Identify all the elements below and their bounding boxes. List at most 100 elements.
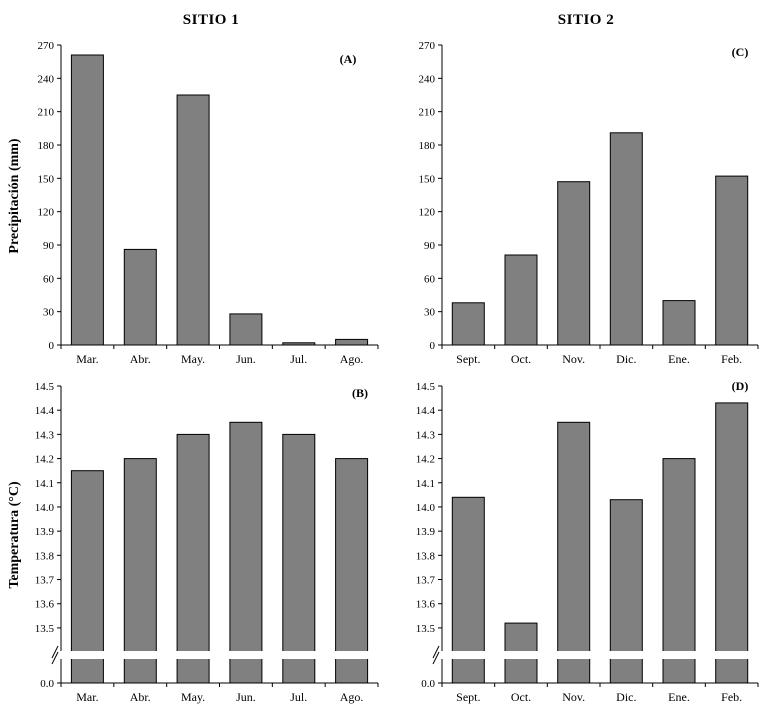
x-tick-label-d-3: Dic.: [616, 690, 636, 704]
x-tick-label-a-1: Abr.: [130, 352, 151, 366]
y-tick-label-a: 270: [38, 40, 55, 52]
y-tick-label-a: 0: [49, 340, 55, 352]
y-tick-label-b: 13.7: [35, 575, 55, 587]
bar-a-3: [229, 313, 263, 346]
y-tick-label-c: 0: [430, 340, 436, 352]
y-tick-label-d: 14.1: [416, 478, 435, 490]
x-tick-label-a-4: Jul.: [290, 352, 307, 366]
y-tick-label-d: 13.5: [416, 623, 436, 635]
y-tick-label-d: 13.8: [416, 550, 436, 562]
axis-break-band-b: [51, 651, 383, 659]
bar-b-3: [229, 421, 263, 684]
site1-title: SITIO 1: [182, 12, 240, 28]
bar-c-4: [662, 300, 696, 346]
bar-d-5: [715, 402, 749, 684]
y-tick-label-c: 270: [419, 40, 436, 52]
bar-c-5: [715, 175, 749, 346]
y-tick-label-d: 13.9: [416, 526, 436, 538]
y-tick-label-c: 30: [424, 307, 436, 319]
y-tick-label-a: 90: [43, 240, 55, 252]
x-tick-label-a-0: Mar.: [76, 352, 98, 366]
panel-label-d: (D): [732, 379, 749, 393]
site2-title: SITIO 2: [557, 12, 615, 28]
axis-break-band-d: [432, 651, 763, 659]
x-tick-label-c-2: Nov.: [562, 352, 585, 366]
y-tick-label-c: 60: [424, 273, 436, 285]
bar-b-5: [335, 458, 369, 684]
x-tick-label-b-1: Abr.: [130, 690, 151, 704]
y-tick-label-a: 30: [43, 307, 55, 319]
panel-label-b: (B): [352, 386, 368, 400]
y-tick-label-a: 60: [43, 273, 55, 285]
x-tick-label-c-3: Dic.: [616, 352, 636, 366]
x-tick-label-d-1: Oct.: [511, 690, 531, 704]
x-tick-label-b-2: May.: [181, 690, 205, 704]
x-tick-label-c-5: Feb.: [721, 352, 742, 366]
y-tick-label-c: 120: [419, 207, 436, 219]
y-tick-label-b: 14.1: [35, 478, 54, 490]
y-tick-label-d: 14.2: [416, 454, 435, 466]
y-tick-label-b: 14.4: [35, 405, 55, 417]
y-tick-label-c: 240: [419, 73, 436, 85]
y-tick-label-d: 13.6: [416, 599, 436, 611]
x-tick-label-c-0: Sept.: [456, 352, 480, 366]
x-tick-label-d-2: Nov.: [562, 690, 585, 704]
y-tick-label-b: 13.9: [35, 526, 55, 538]
y-tick-label-b: 13.6: [35, 599, 55, 611]
y-tick-label-d: 14.3: [416, 429, 436, 441]
x-tick-label-a-5: Ago.: [340, 352, 364, 366]
y-tick-label-c: 210: [419, 107, 436, 119]
y-tick-label-b: 13.8: [35, 550, 55, 562]
x-tick-label-c-4: Ene.: [668, 352, 690, 366]
bar-a-1: [123, 248, 157, 346]
y-tick-label-d: 14.4: [416, 405, 436, 417]
x-tick-label-b-4: Jul.: [290, 690, 307, 704]
bar-b-1: [123, 458, 157, 684]
y-tick-label-a: 210: [38, 107, 55, 119]
x-tick-label-c-1: Oct.: [511, 352, 531, 366]
y-tick-label-a: 240: [38, 73, 55, 85]
y-tick-label-d: 14.0: [416, 502, 436, 514]
y-tick-label-d: 14.5: [416, 381, 436, 393]
bar-d-4: [662, 458, 696, 684]
bar-c-0: [451, 302, 485, 346]
panel-label-c: (C): [732, 45, 749, 59]
y-tick-label-b: 14.2: [35, 454, 54, 466]
bar-c-3: [609, 132, 643, 346]
bar-c-1: [504, 254, 538, 346]
x-tick-label-b-5: Ago.: [340, 690, 364, 704]
axis-break-mark-d: [432, 645, 440, 659]
bar-c-2: [557, 181, 591, 346]
axis-break-mark-b: [51, 645, 59, 659]
x-tick-label-d-0: Sept.: [456, 690, 480, 704]
bar-d-2: [557, 421, 591, 684]
y-tick-label-b: 14.0: [35, 502, 55, 514]
bar-b-0: [70, 470, 104, 684]
x-tick-label-a-2: May.: [181, 352, 205, 366]
x-tick-label-b-3: Jun.: [236, 690, 256, 704]
y-tick-label-a: 120: [38, 207, 55, 219]
x-tick-label-d-5: Feb.: [721, 690, 742, 704]
bar-b-4: [282, 433, 316, 684]
bar-a-0: [70, 54, 104, 346]
y-tick-label-a: 150: [38, 173, 55, 185]
bar-a-5: [335, 338, 369, 346]
y-tick-label-c: 90: [424, 240, 436, 252]
bar-b-2: [176, 433, 210, 684]
y-tick-label-c: 150: [419, 173, 436, 185]
axis-break-mark-b: [51, 651, 59, 665]
bar-a-2: [176, 94, 210, 346]
y-tick-label-b: 14.5: [35, 381, 55, 393]
y-tick-label-d: 13.7: [416, 575, 436, 587]
y-tick-label-b: 13.5: [35, 623, 55, 635]
y-tick-label-c: 180: [419, 140, 436, 152]
y-baseline-label-d: 0.0: [421, 678, 435, 690]
y-baseline-label-b: 0.0: [40, 678, 54, 690]
panel-label-a: (A): [340, 52, 357, 66]
x-tick-label-b-0: Mar.: [76, 690, 98, 704]
y-tick-label-b: 14.3: [35, 429, 55, 441]
x-tick-label-d-4: Ene.: [668, 690, 690, 704]
y-tick-label-a: 180: [38, 140, 55, 152]
